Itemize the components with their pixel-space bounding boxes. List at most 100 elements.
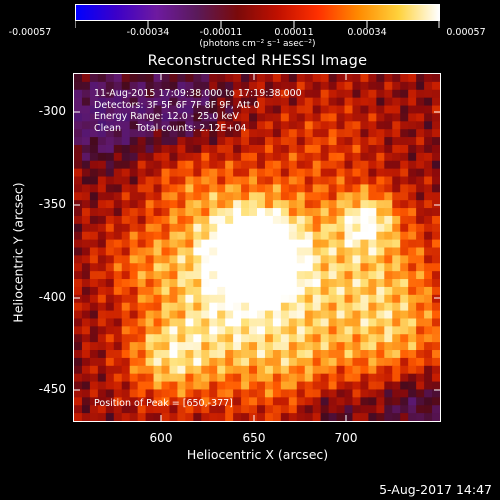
heatmap-cell — [392, 334, 401, 343]
heatmap-cell — [233, 144, 242, 154]
heatmap-cell — [169, 294, 179, 304]
heatmap-cell — [376, 129, 385, 138]
heatmap-cell — [129, 105, 139, 115]
heatmap-cell — [384, 397, 393, 406]
heatmap-cell — [185, 326, 194, 335]
heatmap-cell — [249, 350, 258, 359]
heatmap-cell — [432, 271, 440, 280]
heatmap-cell — [264, 152, 274, 162]
heatmap-cell — [137, 113, 147, 122]
heatmap-cell — [280, 231, 290, 241]
heatmap-cell — [392, 89, 401, 99]
heatmap-cell — [432, 231, 440, 241]
heatmap-cell — [161, 74, 171, 83]
heatmap-cell — [312, 413, 322, 421]
heatmap-cell — [137, 160, 147, 170]
heatmap-cell — [360, 105, 369, 115]
heatmap-cell — [392, 168, 401, 178]
heatmap-cell — [320, 239, 330, 249]
heatmap-cell — [89, 365, 99, 375]
heatmap-cell — [352, 247, 362, 256]
heatmap-cell — [129, 310, 139, 320]
heatmap-cell — [209, 310, 218, 320]
heatmap-cell — [304, 129, 314, 138]
heatmap-cell — [225, 239, 234, 249]
heatmap-cell — [137, 239, 147, 249]
heatmap-cell — [408, 334, 417, 343]
heatmap-cell — [81, 184, 91, 193]
heatmap-cell — [185, 350, 194, 359]
heatmap-cell — [312, 137, 322, 146]
heatmap-cell — [225, 397, 234, 406]
heatmap-cell — [336, 215, 346, 225]
heatmap-cell — [121, 137, 131, 146]
heatmap-cell — [169, 271, 179, 280]
heatmap-cell — [304, 215, 314, 225]
heatmap-cell — [416, 294, 425, 304]
heatmap-cell — [328, 200, 338, 209]
heatmap-cell — [400, 357, 409, 367]
heatmap-cell — [384, 326, 393, 335]
heatmap-cell — [193, 365, 202, 375]
heatmap-cell — [121, 200, 131, 209]
heatmap-cell — [89, 357, 99, 367]
heatmap-cell — [360, 413, 369, 421]
heatmap-cell — [408, 255, 417, 264]
heatmap-cell — [344, 223, 354, 233]
heatmap-cell — [296, 373, 306, 383]
heatmap-cell — [161, 381, 171, 391]
heatmap-cell — [153, 247, 163, 256]
heatmap-cell — [161, 413, 171, 421]
heatmap-cell — [113, 121, 123, 130]
heatmap-cell — [105, 350, 115, 359]
heatmap-cell — [81, 215, 91, 225]
heatmap-cell — [89, 160, 99, 170]
heatmap-cell — [320, 208, 330, 217]
heatmap-cell — [233, 389, 242, 398]
heatmap-cell — [352, 192, 362, 201]
heatmap-cell — [432, 247, 440, 256]
heatmap-cell — [344, 294, 354, 304]
heatmap-cell — [185, 97, 194, 107]
heatmap-cell — [97, 192, 107, 201]
heatmap-cell — [400, 405, 409, 414]
heatmap-cell — [169, 413, 179, 421]
info-energy-range: Energy Range: 12.0 - 25.0 keV — [94, 111, 239, 122]
heatmap-cell — [432, 302, 440, 312]
heatmap-cell — [113, 334, 123, 343]
heatmap-cell — [153, 184, 163, 193]
heatmap-cell — [89, 397, 99, 406]
info-peak-position: Position of Peak = [650,-377] — [94, 398, 233, 409]
heatmap-cell — [97, 413, 107, 421]
heatmap-cell — [296, 365, 306, 375]
heatmap-cell — [408, 263, 417, 272]
heatmap-cell — [392, 373, 401, 383]
heatmap-cell — [272, 113, 282, 122]
heatmap-cell — [241, 168, 250, 178]
heatmap-cell — [209, 247, 218, 256]
heatmap-cell — [264, 397, 274, 406]
heatmap-cell — [193, 113, 202, 122]
heatmap-cell — [336, 168, 346, 178]
heatmap-cell — [304, 113, 314, 122]
heatmap-cell — [225, 405, 234, 414]
heatmap-cell — [264, 350, 274, 359]
heatmap-cell — [185, 81, 194, 91]
heatmap-cell — [105, 200, 115, 209]
heatmap-cell — [161, 326, 171, 335]
heatmap-cell — [400, 121, 409, 130]
heatmap-cell — [129, 192, 139, 201]
heatmap-cell — [105, 97, 115, 107]
heatmap-cell — [81, 168, 91, 178]
heatmap-cell — [97, 318, 107, 327]
heatmap-cell — [105, 74, 115, 83]
heatmap-cell — [368, 413, 377, 421]
heatmap-cell — [193, 334, 202, 343]
heatmap-cell — [81, 81, 91, 91]
heatmap-cell — [241, 144, 250, 154]
heatmap-cell — [257, 231, 266, 241]
heatmap-cell — [257, 137, 266, 146]
heatmap-cell — [169, 342, 179, 351]
heatmap-cell — [280, 326, 290, 335]
heatmap-cell — [432, 208, 440, 217]
